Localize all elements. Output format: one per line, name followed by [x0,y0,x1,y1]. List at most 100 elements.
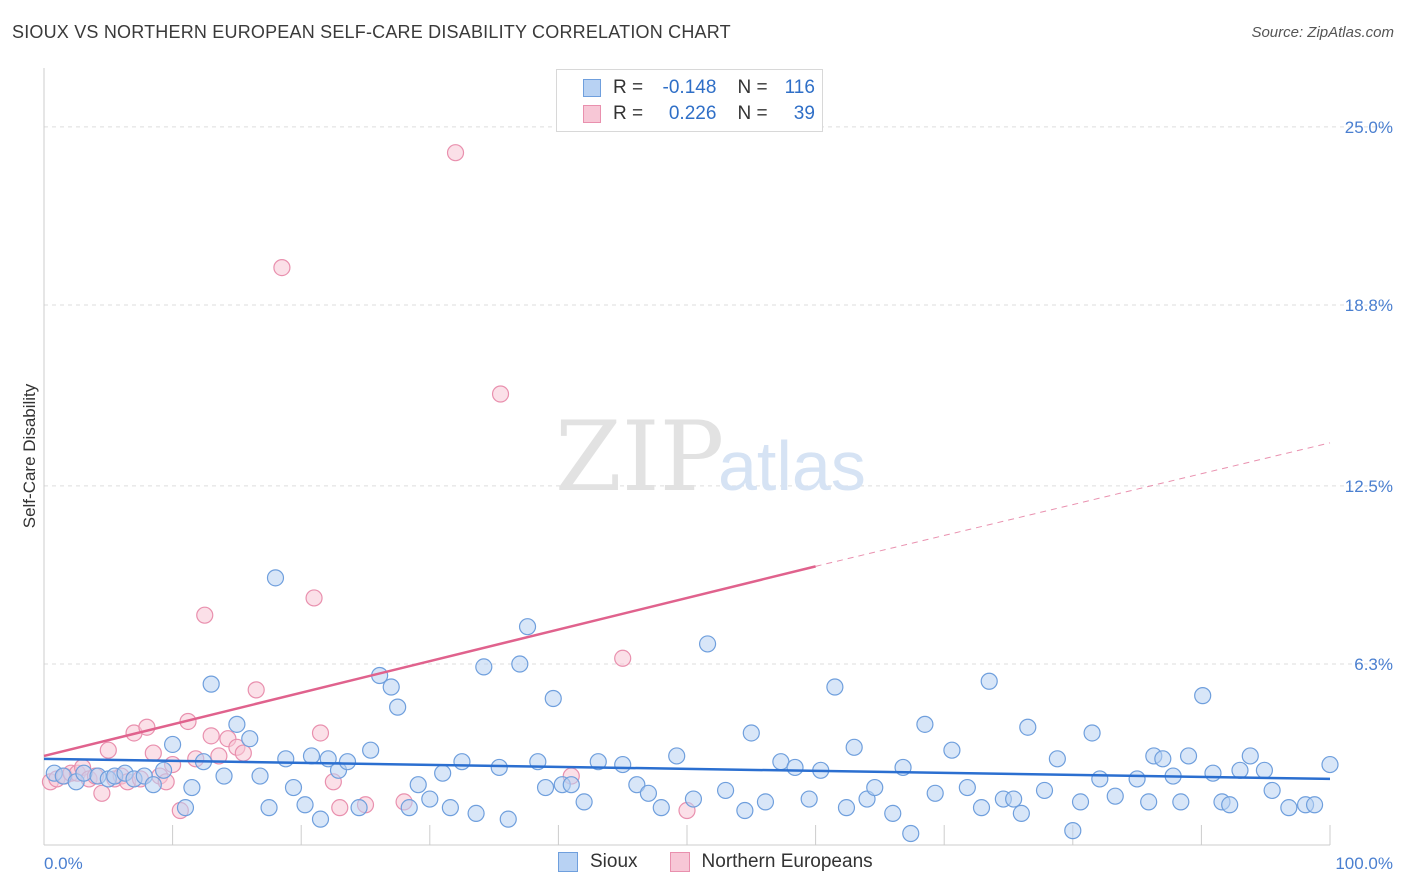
sioux-point [1321,755,1339,774]
northern-point [614,649,632,667]
sioux-point [1012,804,1030,823]
sioux-point [845,738,863,756]
sioux-point [1172,793,1190,811]
y-tick-label: 18.8% [1345,296,1393,315]
northern-point [311,724,330,742]
sioux-point [866,778,884,797]
sioux-points [45,569,1339,843]
chart-title: SIOUX VS NORTHERN EUROPEAN SELF-CARE DIS… [12,22,731,42]
sioux-point [266,569,285,587]
sioux-point [1019,718,1037,736]
sioux-point [1221,796,1239,814]
sioux-point [980,672,998,690]
sioux-point [1035,781,1054,800]
y-tick-label: 6.3% [1354,655,1393,674]
sioux-point [1091,770,1109,788]
legend-northern-r-value: 0.226 [668,103,717,124]
sioux-point [475,658,493,676]
x-tick-label-min: 0.0% [44,854,83,873]
northern-point [331,799,349,817]
sioux-trend-line [43,757,1331,781]
sioux-point [614,755,632,774]
sioux-point [296,796,314,814]
sioux-point [228,715,246,733]
sioux-point [176,799,195,817]
sioux-point [589,753,607,771]
sioux-point [302,747,321,765]
sioux-point [202,675,220,693]
sioux-point [736,801,754,820]
sioux-point [467,804,485,823]
sioux-point [884,804,902,823]
northern-point [144,744,162,762]
sioux-point [742,724,760,742]
sioux-point [1263,781,1281,800]
sioux-point [241,730,259,748]
sioux-point [1194,687,1212,705]
sioux-point [183,778,201,797]
tick-labels: 6.3% 12.5% 18.8% 25.0% 0.0% 100.0% [44,118,1393,873]
legend-row-sioux: R = -0.148 N = 116 [583,76,815,100]
sioux-point [164,735,182,754]
northern-point [99,741,117,759]
northern-point [273,258,291,277]
sioux-point [902,824,920,843]
sioux-point [1005,790,1023,808]
sioux-point [652,799,670,817]
sioux-point [389,698,407,716]
sioux-point [284,778,303,797]
sioux-point [311,810,330,828]
northern-point [305,589,323,607]
y-axis-label: Self-Care Disability [20,383,39,528]
sioux-point [277,750,295,768]
watermark: ZIP atlas [555,401,866,513]
sioux-point [75,764,93,782]
sioux-point [260,799,278,817]
sioux-point [943,741,961,759]
sioux-point [1241,747,1259,765]
sioux-point [1231,761,1249,779]
sioux-point [499,810,517,828]
legend-swatch-northern [583,105,601,123]
source-label: Source: ZipAtlas.com [1251,24,1394,41]
sioux-point [453,753,471,771]
trend-lines [43,442,1331,781]
northern-point [210,747,228,765]
sioux-point [916,715,934,733]
x-tick-label-max: 100.0% [1335,854,1393,873]
sioux-point [786,758,804,777]
sioux-point [639,784,658,802]
sioux-point [800,790,818,808]
sioux-point [1280,799,1298,817]
series-label-northern: Northern Europeans [701,851,873,872]
legend-sioux-r-value: -0.148 [662,77,717,98]
northern-trend-line [43,565,816,758]
sioux-point [958,778,976,797]
sioux-point [421,790,439,808]
northern-point [202,727,220,745]
sioux-point [628,776,646,794]
series-legend-sioux[interactable]: Sioux [558,851,638,873]
legend-sioux-r-label: R = [613,77,644,98]
sioux-point [837,799,856,817]
northern-trend-extension [815,442,1331,567]
sioux-point [716,781,735,800]
stats-legend: R = -0.148 N = 116 R = 0.226 N = 39 [556,69,823,132]
sioux-point [1179,747,1198,765]
sioux-point [1106,787,1124,805]
series-swatch-northern [669,852,690,872]
series-legend-northern[interactable]: Northern Europeans [669,851,873,873]
sioux-point [251,767,269,785]
series-swatch-sioux [558,852,578,872]
northern-point [234,744,252,762]
sioux-point [668,747,686,765]
sioux-point [215,767,233,785]
y-tick-label: 12.5% [1345,477,1393,496]
legend-northern-n-label: N = [737,103,768,124]
sioux-point [338,753,357,771]
sioux-point [1048,750,1066,768]
sioux-point [1305,796,1324,814]
sioux-point [362,741,380,759]
sioux-point [400,799,418,817]
northern-point [247,681,265,699]
